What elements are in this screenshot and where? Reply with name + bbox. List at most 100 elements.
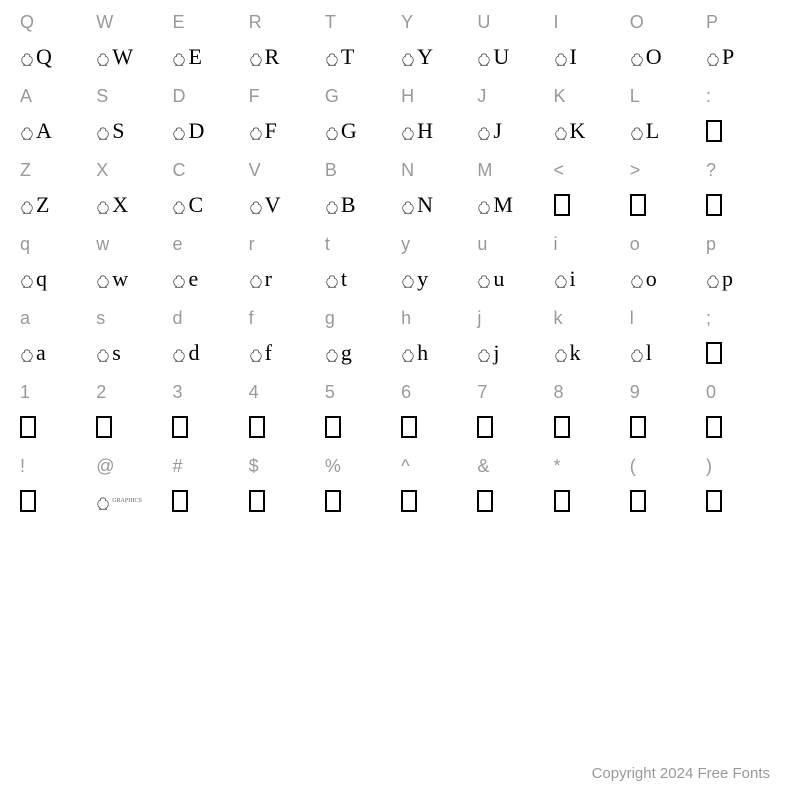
glyph-display: L xyxy=(630,110,659,152)
glyph-display: V xyxy=(249,184,281,226)
glyph-display xyxy=(554,406,570,448)
glyph-display: C xyxy=(172,184,203,226)
key-label: C xyxy=(172,156,185,184)
angel-icon xyxy=(401,346,415,360)
glyph-display: p xyxy=(706,258,733,300)
glyph-display: J xyxy=(477,110,502,152)
key-label: T xyxy=(325,8,336,36)
char-cell: qq xyxy=(20,230,94,300)
glyph-letter: Y xyxy=(417,44,433,70)
char-cell: FF xyxy=(249,82,323,152)
glyph-display xyxy=(630,406,646,448)
glyph-letter: p xyxy=(722,266,733,292)
key-label: O xyxy=(630,8,644,36)
angel-icon xyxy=(20,272,34,286)
glyph-letter: T xyxy=(341,44,354,70)
key-label: D xyxy=(172,82,185,110)
angel-icon xyxy=(630,272,644,286)
char-cell: > xyxy=(630,156,704,226)
glyph-display xyxy=(172,480,188,522)
glyph-letter: u xyxy=(493,266,504,292)
key-label: u xyxy=(477,230,487,258)
angel-icon xyxy=(325,272,339,286)
glyph-display xyxy=(249,406,265,448)
glyph-letter: A xyxy=(36,118,52,144)
key-label: g xyxy=(325,304,335,332)
key-label: X xyxy=(96,156,108,184)
char-cell: II xyxy=(554,8,628,78)
glyph-letter: d xyxy=(188,340,199,366)
angel-icon xyxy=(96,346,110,360)
glyph-letter: f xyxy=(265,340,272,366)
angel-icon xyxy=(477,124,491,138)
glyph-letter: R xyxy=(265,44,280,70)
key-label: w xyxy=(96,230,109,258)
glyph-display xyxy=(706,110,722,152)
angel-icon xyxy=(249,272,263,286)
char-cell: < xyxy=(554,156,628,226)
angel-icon xyxy=(477,198,491,212)
glyph-letter: V xyxy=(265,192,281,218)
char-cell: JJ xyxy=(477,82,551,152)
char-cell: MM xyxy=(477,156,551,226)
key-label: R xyxy=(249,8,262,36)
glyph-letter: L xyxy=(646,118,659,144)
glyph-letter: C xyxy=(188,192,203,218)
char-cell: QQ xyxy=(20,8,94,78)
key-label: 0 xyxy=(706,378,716,406)
empty-glyph-box xyxy=(477,490,493,512)
glyph-letter: s xyxy=(112,340,121,366)
char-cell: 6 xyxy=(401,378,475,448)
key-label: @ xyxy=(96,452,114,480)
char-cell: rr xyxy=(249,230,323,300)
key-label: o xyxy=(630,230,640,258)
char-cell: 1 xyxy=(20,378,94,448)
glyph-letter: W xyxy=(112,44,133,70)
key-label: d xyxy=(172,304,182,332)
key-label: y xyxy=(401,230,410,258)
angel-icon xyxy=(401,124,415,138)
glyph-display: d xyxy=(172,332,199,374)
glyph-letter: H xyxy=(417,118,433,144)
key-label: 7 xyxy=(477,378,487,406)
angel-icon xyxy=(401,198,415,212)
glyph-display: l xyxy=(630,332,652,374)
glyph-display: P xyxy=(706,36,734,78)
glyph-display: k xyxy=(554,332,581,374)
key-label: ; xyxy=(706,304,711,332)
glyph-display: j xyxy=(477,332,499,374)
glyph-display: Y xyxy=(401,36,433,78)
key-label: t xyxy=(325,230,330,258)
glyph-display: GRAPHICS xyxy=(96,480,142,522)
key-label: I xyxy=(554,8,559,36)
glyph-display: u xyxy=(477,258,504,300)
glyph-display: H xyxy=(401,110,433,152)
empty-glyph-box xyxy=(20,490,36,512)
glyph-letter: k xyxy=(570,340,581,366)
angel-icon xyxy=(630,346,644,360)
angel-icon xyxy=(477,50,491,64)
glyph-display xyxy=(630,480,646,522)
char-cell: pp xyxy=(706,230,780,300)
key-label: ! xyxy=(20,452,25,480)
glyph-display xyxy=(706,480,722,522)
glyph-display xyxy=(172,406,188,448)
char-cell: TT xyxy=(325,8,399,78)
angel-icon xyxy=(96,198,110,212)
empty-glyph-box xyxy=(401,490,417,512)
glyph-letter: y xyxy=(417,266,428,292)
angel-icon xyxy=(249,124,263,138)
empty-glyph-box xyxy=(706,120,722,142)
glyph-letter: w xyxy=(112,266,128,292)
key-label: L xyxy=(630,82,640,110)
char-cell: ^ xyxy=(401,452,475,522)
angel-icon xyxy=(249,198,263,212)
glyph-letter: O xyxy=(646,44,662,70)
key-label: Y xyxy=(401,8,413,36)
empty-glyph-box xyxy=(706,416,722,438)
char-cell: 8 xyxy=(554,378,628,448)
key-label: q xyxy=(20,230,30,258)
key-label: 5 xyxy=(325,378,335,406)
glyph-display: X xyxy=(96,184,128,226)
key-label: Z xyxy=(20,156,31,184)
